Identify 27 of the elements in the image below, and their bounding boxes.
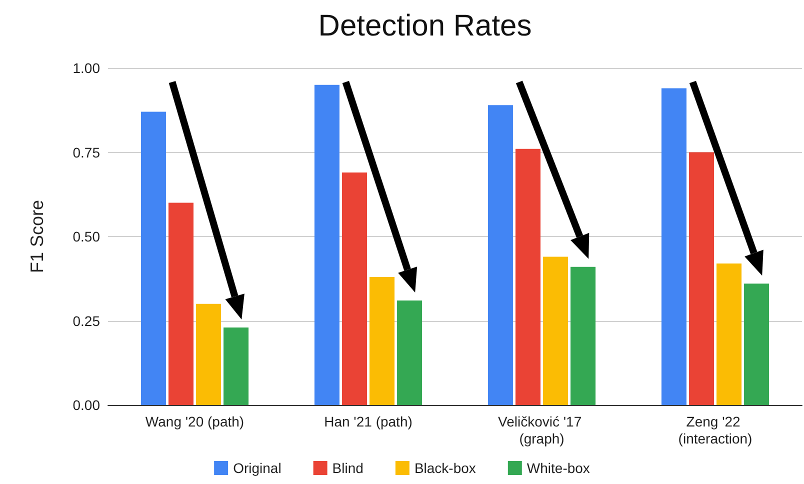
x-tick-label: Wang '20 (path) [145, 414, 244, 430]
bar [370, 276, 395, 405]
legend-label: Black-box [414, 460, 476, 476]
bar [488, 105, 513, 405]
y-axis-title: F1 Score [27, 200, 47, 274]
y-tick-label: 0.50 [72, 228, 100, 244]
y-tick-label: 0.00 [72, 397, 100, 413]
legend-label: Original [233, 460, 282, 476]
bar [314, 84, 340, 405]
y-tick-label: 1.00 [72, 60, 100, 76]
bar [196, 304, 222, 405]
chart-title: Detection Rates [318, 10, 532, 42]
legend-label: Blind [332, 460, 364, 476]
bar [224, 327, 249, 405]
bar [716, 263, 742, 405]
x-tick-label: Zeng '22 (interaction) [678, 414, 752, 446]
y-tick-label: 0.25 [72, 312, 100, 329]
bar [397, 300, 422, 405]
legend-label: White-box [526, 460, 590, 476]
bar [140, 112, 166, 405]
bar [661, 88, 686, 405]
x-tick-label: Veličković '17 (graph) [498, 414, 586, 446]
x-tick-label: Han '21 (path) [324, 414, 412, 430]
bar [570, 266, 596, 405]
y-tick-label: 0.75 [72, 144, 100, 160]
bar [543, 256, 568, 405]
bar [744, 284, 770, 405]
